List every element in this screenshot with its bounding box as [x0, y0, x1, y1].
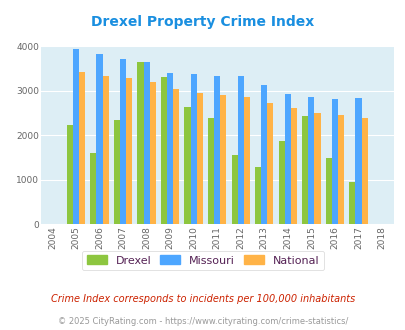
Bar [307, 97, 314, 224]
Bar [267, 103, 273, 224]
Legend: Drexel, Missouri, National: Drexel, Missouri, National [82, 251, 323, 270]
Bar [301, 116, 307, 224]
Bar [113, 120, 119, 224]
Bar [66, 125, 72, 224]
Bar [220, 95, 226, 224]
Bar [137, 62, 143, 224]
Bar [160, 77, 166, 224]
Bar [166, 73, 173, 224]
Bar [348, 182, 354, 224]
Bar [290, 108, 296, 224]
Bar [284, 94, 290, 224]
Bar [196, 92, 202, 224]
Bar [184, 107, 190, 224]
Bar [143, 62, 149, 224]
Bar [119, 59, 126, 224]
Bar [314, 113, 320, 224]
Bar [361, 118, 367, 224]
Bar [126, 78, 132, 224]
Bar [354, 98, 361, 224]
Bar [207, 118, 213, 224]
Bar [102, 76, 109, 224]
Bar [325, 158, 331, 224]
Bar [337, 115, 343, 224]
Bar [278, 141, 284, 224]
Bar [213, 76, 220, 224]
Text: © 2025 CityRating.com - https://www.cityrating.com/crime-statistics/: © 2025 CityRating.com - https://www.city… [58, 317, 347, 326]
Bar [96, 54, 102, 224]
Bar [254, 167, 260, 224]
Text: Crime Index corresponds to incidents per 100,000 inhabitants: Crime Index corresponds to incidents per… [51, 294, 354, 304]
Bar [190, 74, 196, 224]
Bar [237, 76, 243, 224]
Bar [72, 49, 79, 224]
Bar [90, 153, 96, 224]
Bar [331, 99, 337, 224]
Bar [243, 97, 249, 224]
Bar [173, 89, 179, 224]
Bar [149, 82, 156, 224]
Bar [231, 155, 237, 224]
Bar [79, 72, 85, 224]
Text: Drexel Property Crime Index: Drexel Property Crime Index [91, 15, 314, 29]
Bar [260, 84, 267, 224]
